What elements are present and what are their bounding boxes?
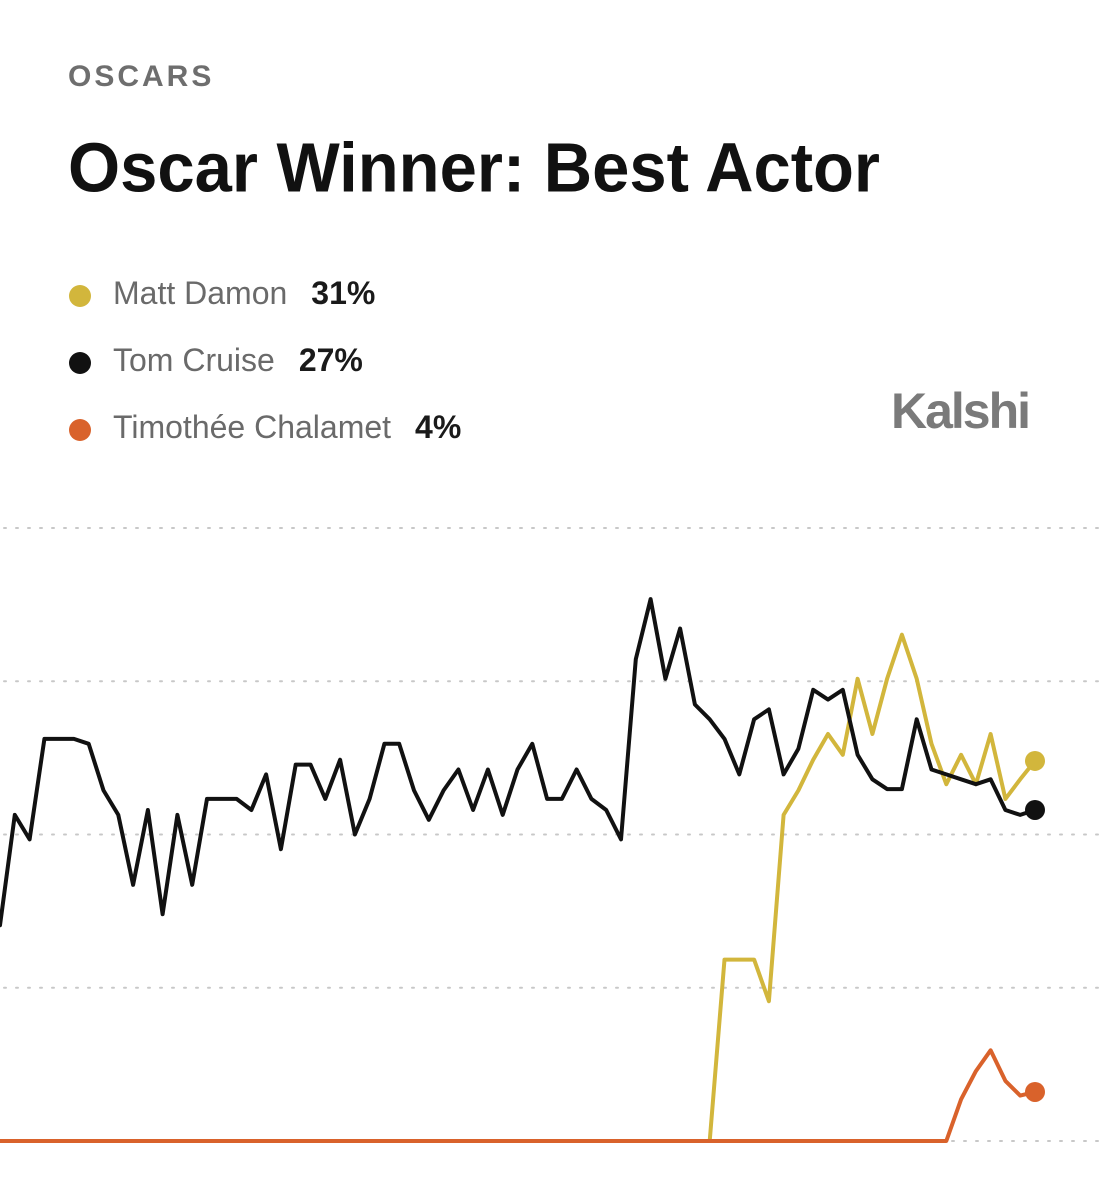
legend-entry: Timothée Chalamet 4% — [113, 409, 461, 445]
legend-entry: Matt Damon 31% — [113, 275, 375, 311]
series-line — [0, 1048, 1037, 1143]
series-line — [0, 632, 1037, 1143]
legend-dot — [69, 285, 91, 307]
legend-dot — [69, 419, 91, 441]
series-line — [0, 597, 1037, 928]
legend: Matt Damon 31% Tom Cruise 27% Timothée Chala… — [69, 275, 461, 445]
end-point — [1025, 1081, 1045, 1102]
legend-dot — [69, 352, 91, 374]
kicker: OSCARS — [68, 60, 214, 93]
grid — [3, 527, 1101, 1142]
end-point — [1025, 750, 1045, 771]
end-point — [1025, 799, 1045, 820]
legend-value: 31% — [311, 275, 375, 311]
legend-name: Timothée Chalamet — [113, 409, 391, 445]
legend-value: 4% — [415, 409, 461, 445]
legend-name: Tom Cruise — [113, 342, 275, 378]
chart-title: Oscar Winner: Best Actor — [68, 128, 880, 206]
plot-area — [0, 597, 1045, 1143]
legend-entry: Tom Cruise 27% — [113, 342, 363, 378]
brand-logo: Kalshi — [891, 383, 1029, 439]
legend-value: 27% — [299, 342, 363, 378]
legend-name: Matt Damon — [113, 275, 287, 311]
